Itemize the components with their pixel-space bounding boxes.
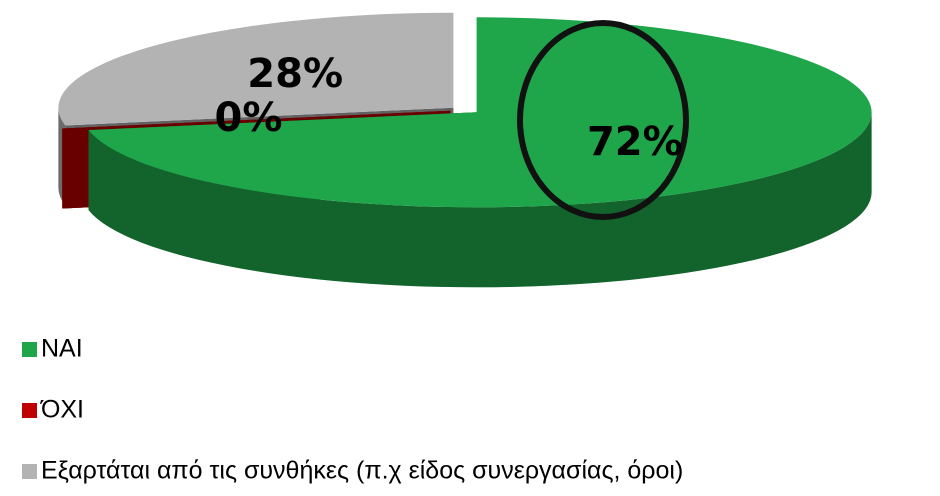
data-label: 0%: [215, 95, 283, 141]
pie: [58, 12, 872, 288]
slice-shade: [88, 112, 872, 288]
legend-swatch: [22, 342, 37, 357]
legend-swatch: [22, 403, 37, 418]
data-label: 72%: [587, 119, 683, 165]
legend-label: ΌΧΙ: [40, 396, 84, 424]
data-labels: 72% 0%28%: [215, 51, 683, 165]
slice: [62, 110, 451, 129]
legend-label: ΝΑΙ: [41, 335, 83, 363]
legend: ΝΑΙ ΌΧΙ Εξαρτάται από τις συνθήκες (π.χ εί…: [22, 335, 683, 485]
slice-side: [88, 112, 872, 288]
highlight-circle: [517, 20, 689, 220]
slice: [58, 12, 454, 126]
legend-label: Εξαρτάται από τις συνθήκες (π.χ είδος συ…: [41, 457, 683, 485]
data-label: 28%: [247, 51, 343, 97]
legend-swatch: [22, 464, 37, 479]
